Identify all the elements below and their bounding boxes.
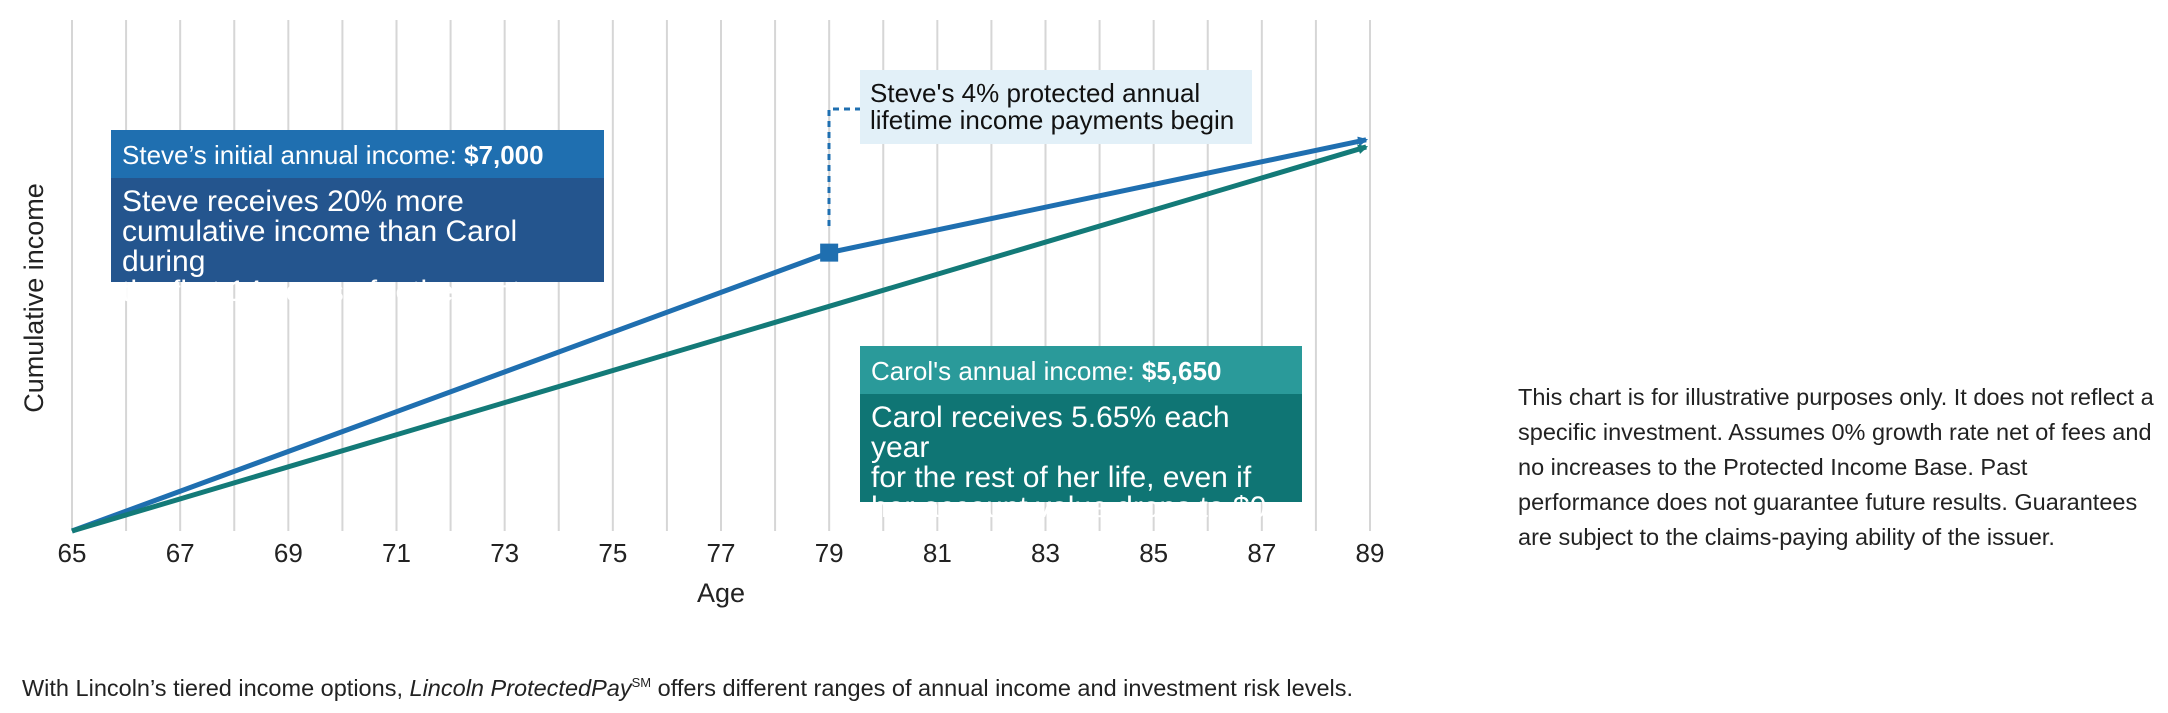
disclaimer-text: This chart is for illustrative purposes … <box>1518 384 2154 550</box>
x-tick-label: 65 <box>58 538 87 568</box>
steve-callout-heading: Steve’s initial annual income: $7,000 <box>111 130 604 178</box>
steve-callout-body: Steve receives 20% more cumulative incom… <box>111 178 604 307</box>
series-markers <box>820 243 839 262</box>
y-axis-title: Cumulative income <box>19 183 49 413</box>
x-tick-label: 77 <box>707 538 736 568</box>
steve-protected-income-note: Steve's 4% protected annual lifetime inc… <box>860 70 1252 144</box>
carol-income-callout: Carol's annual income: $5,650 Carol rece… <box>860 346 1302 523</box>
steve-income-callout: Steve’s initial annual income: $7,000 St… <box>111 130 604 307</box>
x-tick-label: 87 <box>1247 538 1276 568</box>
x-tick-label: 89 <box>1356 538 1385 568</box>
carol-callout-heading: Carol's annual income: $5,650 <box>860 346 1302 394</box>
footnote-text: With Lincoln’s tiered income options, Li… <box>22 675 1354 701</box>
product-name: Lincoln ProtectedPay <box>409 675 632 701</box>
x-tick-label: 73 <box>490 538 519 568</box>
x-tick-label: 85 <box>1139 538 1168 568</box>
x-tick-label: 75 <box>598 538 627 568</box>
x-tick-label: 69 <box>274 538 303 568</box>
carol-callout-body: Carol receives 5.65% each year for the r… <box>860 394 1302 523</box>
series-marker-steve <box>820 243 839 262</box>
x-tick-label: 79 <box>815 538 844 568</box>
x-tick-label: 81 <box>923 538 952 568</box>
x-tick-label: 83 <box>1031 538 1060 568</box>
x-axis-title: Age <box>697 578 745 608</box>
x-tick-label: 67 <box>166 538 195 568</box>
x-tick-label: 71 <box>382 538 411 568</box>
steve-note-connector <box>827 107 860 226</box>
x-tick-labels: 65 67 69 71 73 75 77 79 81 83 85 87 89 <box>58 538 1385 568</box>
series-line-carol <box>71 144 1369 534</box>
